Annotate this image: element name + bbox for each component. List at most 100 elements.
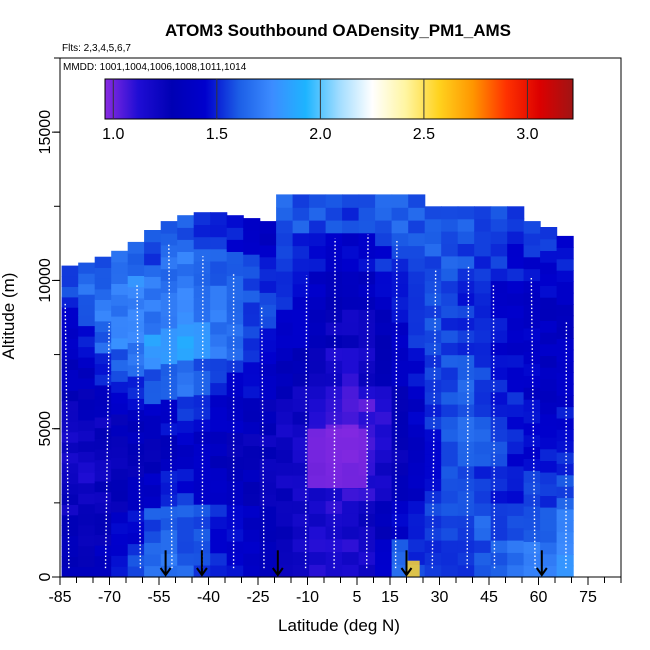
heat-cell xyxy=(78,545,96,557)
heat-cell xyxy=(441,366,459,380)
x-tick-label: -40 xyxy=(197,589,220,606)
heat-cell xyxy=(243,266,261,279)
heat-cell xyxy=(94,480,112,493)
heat-cell xyxy=(259,470,277,483)
heat-cell xyxy=(540,402,558,415)
heat-cell xyxy=(540,238,558,251)
heat-cell xyxy=(507,206,525,220)
heat-cell xyxy=(94,566,112,578)
heat-cell xyxy=(474,416,492,430)
heat-cell xyxy=(276,283,294,298)
heat-cell xyxy=(276,475,294,489)
heat-cell xyxy=(556,406,574,419)
heat-cell xyxy=(309,538,327,553)
heat-cell xyxy=(61,442,79,454)
heat-cell xyxy=(457,391,475,405)
heat-cell xyxy=(457,231,475,244)
heat-cell xyxy=(507,366,525,380)
heat-cell xyxy=(441,552,459,566)
heat-cell xyxy=(259,494,277,507)
heat-cell xyxy=(226,215,244,228)
heat-cell xyxy=(556,326,574,339)
heat-cell xyxy=(292,334,310,349)
heat-cell xyxy=(358,373,376,387)
heat-cell xyxy=(210,443,228,456)
heat-cell xyxy=(424,404,442,417)
heat-cell xyxy=(375,219,393,234)
heatmap-cells xyxy=(61,194,574,578)
heat-cell xyxy=(441,527,459,541)
heat-cell xyxy=(259,256,277,270)
flight-track xyxy=(136,283,142,569)
heat-cell xyxy=(474,231,492,244)
heat-cell xyxy=(556,565,574,578)
heat-cell xyxy=(490,305,508,319)
heat-cell xyxy=(540,343,558,356)
heat-cell xyxy=(127,498,145,511)
heat-cell xyxy=(259,339,277,353)
heat-cell xyxy=(309,526,327,540)
heat-cell xyxy=(276,551,294,565)
heat-cell xyxy=(78,451,96,463)
heat-cell xyxy=(210,431,228,444)
heat-cell xyxy=(490,218,508,232)
heat-cell xyxy=(276,500,294,514)
heat-cell xyxy=(507,329,525,343)
heat-cell xyxy=(61,421,79,433)
heat-cell xyxy=(309,373,327,387)
heat-cell xyxy=(144,530,162,543)
heat-cell xyxy=(540,565,558,578)
heat-cell xyxy=(243,457,261,470)
heat-cell xyxy=(210,528,228,542)
heat-cell xyxy=(94,278,112,290)
heat-cell xyxy=(61,566,79,578)
heat-cell xyxy=(276,296,294,310)
heat-cell xyxy=(259,565,277,578)
heat-cell xyxy=(457,354,475,368)
heat-cell xyxy=(490,416,508,430)
heat-cell xyxy=(193,467,211,481)
heat-cell xyxy=(408,436,426,451)
heat-cell xyxy=(127,532,145,545)
heat-cell xyxy=(292,411,310,425)
heat-cell xyxy=(325,219,343,234)
heat-cell xyxy=(111,435,129,448)
heat-cell xyxy=(408,411,426,425)
heat-cell xyxy=(193,285,211,298)
heat-cell xyxy=(243,301,261,315)
heat-cell xyxy=(474,539,492,553)
heat-cell xyxy=(540,518,558,531)
heat-cell xyxy=(424,552,442,566)
heat-cell xyxy=(507,231,525,244)
heat-cell xyxy=(61,276,79,287)
heat-cell xyxy=(127,286,145,299)
heat-cell xyxy=(111,370,129,382)
heat-cell xyxy=(556,258,574,271)
heat-cell xyxy=(61,327,79,339)
heat-cell xyxy=(342,526,360,540)
heat-cell xyxy=(540,273,558,286)
heat-cell xyxy=(61,556,79,568)
heat-cell xyxy=(490,552,508,566)
heat-cell xyxy=(507,280,525,294)
heat-cell xyxy=(375,270,393,285)
heat-cell xyxy=(342,385,360,400)
heat-cell xyxy=(507,292,525,306)
heat-cell xyxy=(127,521,145,533)
flight-track xyxy=(261,307,265,569)
heat-cell xyxy=(358,296,376,310)
heat-cell xyxy=(490,391,508,405)
heat-cell xyxy=(490,354,508,368)
ground-arrow xyxy=(196,550,208,577)
heat-cell xyxy=(177,384,195,397)
heat-cell xyxy=(556,338,574,351)
heat-cell xyxy=(226,335,244,349)
heat-cell xyxy=(358,500,376,514)
heat-cell xyxy=(243,409,261,423)
heat-cell xyxy=(424,515,442,529)
heat-cell xyxy=(375,462,393,476)
heat-cell xyxy=(259,316,277,329)
heat-cell xyxy=(292,245,310,259)
heat-cell xyxy=(375,334,393,349)
heat-cell xyxy=(540,507,558,520)
